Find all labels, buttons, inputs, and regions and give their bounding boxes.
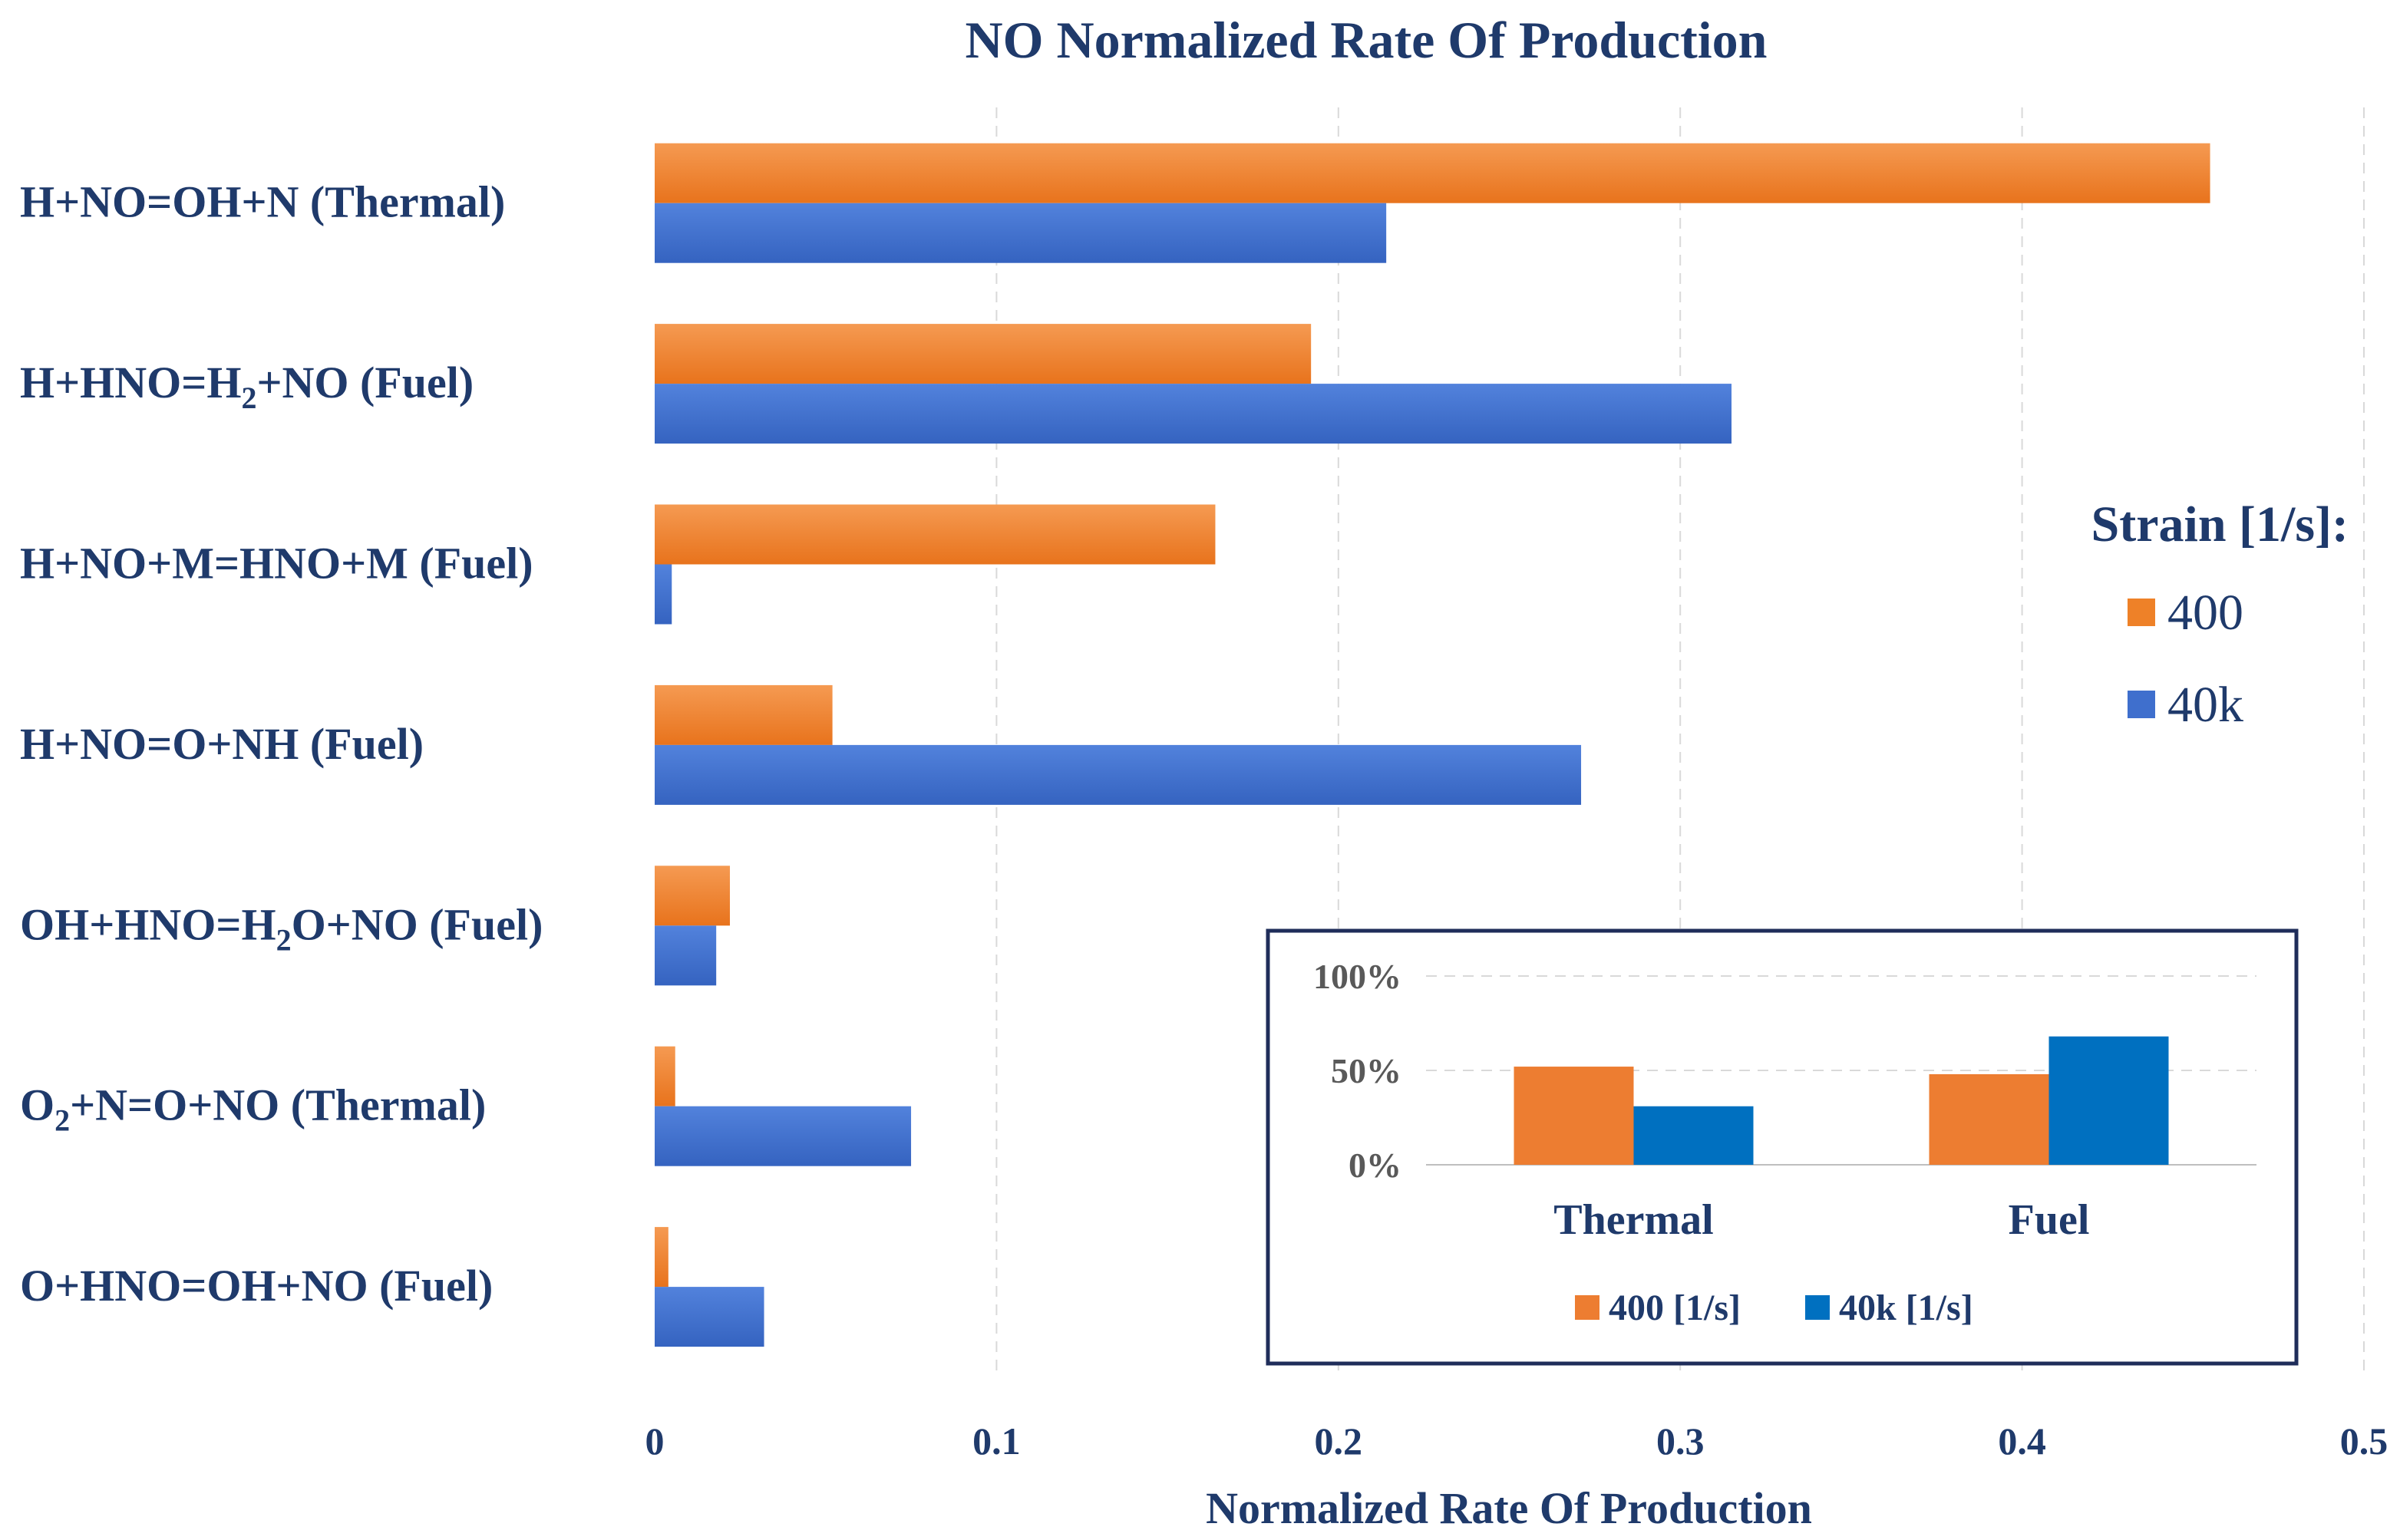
inset-legend-swatch-40k — [1805, 1295, 1830, 1320]
x-tick-label: 0.3 — [1656, 1420, 1705, 1463]
bar-40k-1 — [655, 384, 1732, 444]
inset-bar-Thermal-0 — [1514, 1067, 1634, 1165]
bar-40k-0 — [655, 203, 1387, 263]
bar-40k-6 — [655, 1287, 764, 1347]
category-label: H+NO+M=HNO+M (Fuel) — [20, 539, 533, 589]
bar-40k-4 — [655, 925, 717, 986]
bar-400-1 — [655, 324, 1312, 384]
inset-legend-swatch-400 — [1575, 1295, 1599, 1320]
category-label: H+NO=O+NH (Fuel) — [20, 719, 424, 769]
legend-label-40k: 40k — [2167, 677, 2243, 733]
inset-category-label: Fuel — [2009, 1196, 2090, 1244]
inset-y-tick-label: 100% — [1313, 957, 1401, 996]
bar-400-2 — [655, 504, 1216, 565]
inset-legend-label-400: 400 [1/s] — [1609, 1288, 1741, 1328]
legend-swatch-40k — [2128, 691, 2155, 718]
legend: Strain [1/s]: 400 40k — [2091, 496, 2349, 733]
category-label: H+NO=OH+N (Thermal) — [20, 177, 505, 227]
chart-title: NO Normalized Rate Of Production — [965, 11, 1767, 69]
inset-y-tick-label: 50% — [1331, 1051, 1401, 1090]
category-label: O2+N=O+NO (Thermal) — [20, 1080, 486, 1138]
legend-swatch-400 — [2128, 599, 2155, 626]
x-tick-label: 0.4 — [1998, 1420, 2046, 1463]
x-axis-ticks: 0 0.1 0.2 0.3 0.4 0.5 — [645, 1420, 2388, 1463]
x-tick-label: 0.2 — [1315, 1420, 1363, 1463]
y-axis-categories: H+NO=OH+N (Thermal) H+HNO=H2+NO (Fuel) H+N… — [20, 177, 543, 1311]
category-label: O+HNO=OH+NO (Fuel) — [20, 1261, 493, 1311]
bar-400-6 — [655, 1227, 669, 1288]
bar-400-4 — [655, 866, 730, 926]
inset-y-ticks: 100% 50% 0% — [1313, 957, 1401, 1185]
inset-bars — [1514, 1036, 2169, 1165]
inset-bar-Fuel-0 — [1929, 1073, 2049, 1165]
inset-y-tick-label: 0% — [1349, 1146, 1401, 1185]
category-label: OH+HNO=H2O+NO (Fuel) — [20, 899, 543, 957]
x-tick-label: 0 — [645, 1420, 665, 1463]
bar-series-group — [655, 143, 2210, 1347]
inset-chart: 100% 50% 0% Thermal Fuel 400 [1/s] 40k [1/s… — [1266, 928, 2299, 1366]
inset-legend: 400 [1/s] 40k [1/s] — [1575, 1288, 1973, 1328]
bar-400-0 — [655, 143, 2210, 203]
inset-categories: Thermal Fuel — [1553, 1196, 2089, 1244]
legend-label-400: 400 — [2167, 585, 2243, 641]
inset-category-label: Thermal — [1553, 1196, 1713, 1244]
inset-bar-Fuel-1 — [2048, 1036, 2169, 1165]
category-label: H+HNO=H2+NO (Fuel) — [20, 358, 474, 415]
x-tick-label: 0.1 — [972, 1420, 1021, 1463]
inset-bar-Thermal-1 — [1633, 1106, 1754, 1165]
legend-title: Strain [1/s]: — [2091, 496, 2349, 552]
bar-400-5 — [655, 1046, 675, 1106]
inset-legend-label-40k: 40k [1/s] — [1839, 1288, 1973, 1328]
bar-40k-2 — [655, 564, 672, 625]
x-axis-title: Normalized Rate Of Production — [1206, 1483, 1812, 1533]
bar-400-3 — [655, 684, 833, 745]
bar-40k-3 — [655, 744, 1582, 805]
x-tick-label: 0.5 — [2340, 1420, 2388, 1463]
bar-40k-5 — [655, 1106, 912, 1166]
